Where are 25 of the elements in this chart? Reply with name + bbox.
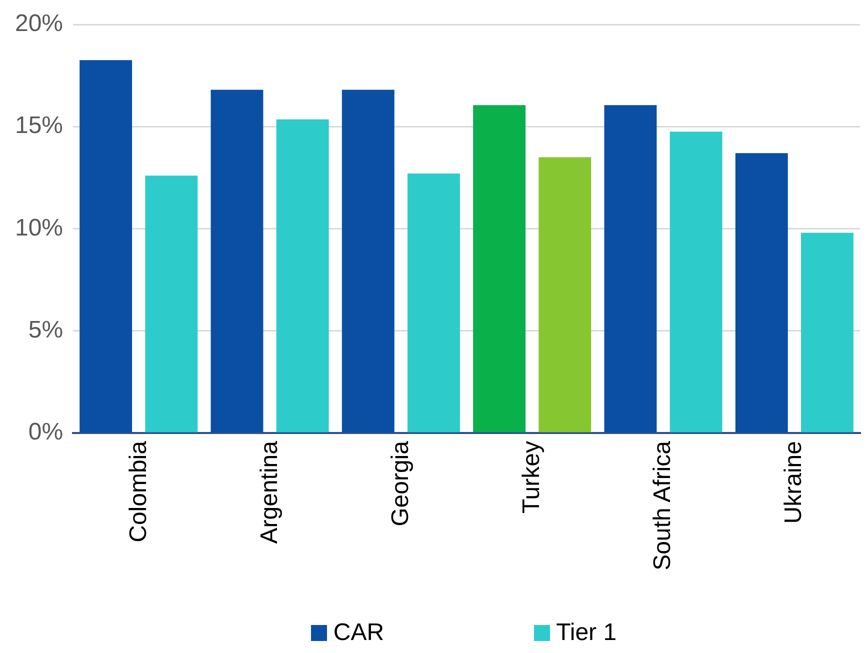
bar [145, 176, 198, 432]
x-tick-label: Turkey [518, 441, 546, 514]
bar [80, 60, 132, 432]
bar [210, 90, 264, 432]
bar [276, 119, 329, 432]
bar [342, 90, 394, 432]
legend-label: CAR [333, 619, 384, 647]
x-tick-label: South Africa [649, 441, 678, 570]
bar [670, 132, 722, 432]
y-tick-label: 10% [14, 214, 64, 242]
x-tick-label: Colombia [124, 441, 153, 542]
x-tick-label: Argentina [256, 441, 284, 544]
bar [604, 105, 657, 432]
legend-label: Tier 1 [556, 619, 617, 647]
bar [407, 174, 460, 432]
bar [473, 105, 526, 432]
bar [800, 232, 854, 432]
x-tick-label: Ukraine [780, 441, 808, 524]
bar [735, 153, 788, 432]
y-tick-label: 15% [14, 112, 64, 140]
x-tick-label: Georgia [386, 441, 415, 526]
y-tick-label: 20% [14, 10, 64, 38]
y-tick-label: 5% [28, 316, 64, 344]
bar [538, 157, 592, 432]
y-tick-label: 0% [28, 418, 64, 446]
